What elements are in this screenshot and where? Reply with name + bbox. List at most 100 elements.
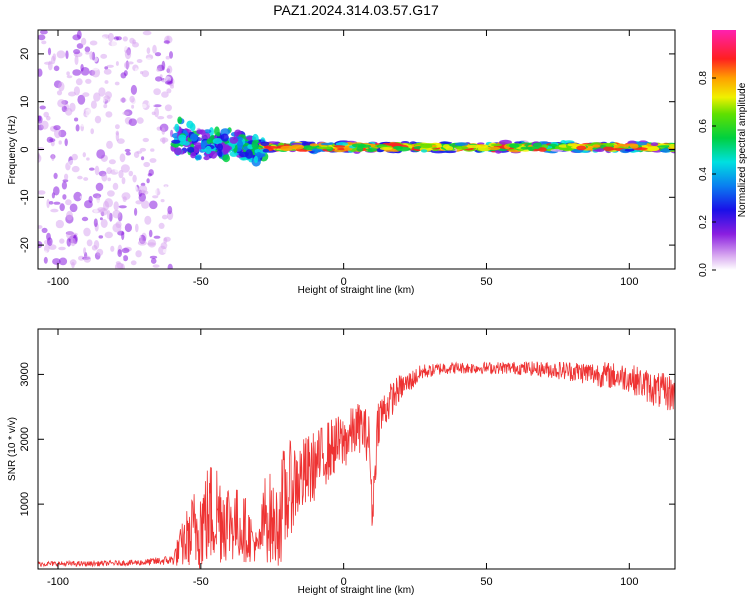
spectrogram-cell xyxy=(80,64,84,72)
spectrogram-cell xyxy=(161,60,166,71)
spectrogram-cell xyxy=(66,71,70,76)
spectrogram-cell xyxy=(212,138,223,145)
snr-series-line xyxy=(38,360,675,569)
spectrogram-cell xyxy=(98,235,104,239)
spectrogram-cell xyxy=(203,155,210,161)
spectrogram-cell xyxy=(143,161,151,168)
spectrogram-cell xyxy=(335,142,349,146)
spectrogram-cell xyxy=(229,136,239,144)
spectrogram-cell xyxy=(38,154,42,163)
spectrogram-cell xyxy=(96,248,104,256)
spectrogram-cell xyxy=(93,92,101,102)
spectrogram-cell xyxy=(94,115,102,124)
spectrogram-cell xyxy=(164,80,173,85)
y-tick-label: 1000 xyxy=(19,492,31,516)
spectrogram-cell xyxy=(624,148,635,152)
spectrogram-cell xyxy=(38,190,46,195)
spectrogram-cell xyxy=(55,219,64,229)
spectrogram-cell xyxy=(161,91,169,98)
spectrogram-cell xyxy=(165,55,170,60)
spectrogram-cell xyxy=(53,172,58,179)
x-tick-label: -50 xyxy=(193,576,209,588)
spectrogram-cell xyxy=(129,95,135,103)
spectrogram-cell xyxy=(290,144,305,150)
spectrogram-cell xyxy=(59,203,65,212)
spectrogram-cell xyxy=(150,148,155,152)
spectrogram-cell xyxy=(488,146,501,151)
colorbar-tick-label: 0.4 xyxy=(698,167,709,181)
spectrogram-cell xyxy=(141,103,147,109)
spectrogram-cell xyxy=(223,144,231,154)
spectrogram-cell xyxy=(455,146,469,150)
spectrogram-cell xyxy=(122,196,127,203)
spectrogram-cell xyxy=(58,140,62,145)
spectrogram-cell xyxy=(388,142,402,147)
spectrogram-cell xyxy=(121,42,129,51)
spectrogram-cell xyxy=(145,247,155,252)
spectrogram-cell xyxy=(149,200,158,210)
spectrogram-cell xyxy=(167,205,173,215)
spectrogram-cell xyxy=(90,65,100,71)
spectrogram-cell xyxy=(125,151,131,156)
spectrogram-cell xyxy=(164,104,172,112)
spectrogram-cell xyxy=(559,147,575,151)
spectrogram-cell xyxy=(50,208,59,213)
spectrogram-cell xyxy=(48,201,54,205)
spectrogram-cell xyxy=(69,102,76,112)
spectrogram-cell xyxy=(121,177,126,185)
spectrogram-cell xyxy=(316,146,333,150)
spectrogram-cell xyxy=(280,145,294,151)
spectrogram-cell xyxy=(420,143,433,149)
spectrogram-cell xyxy=(477,146,491,152)
spectrogram-cell xyxy=(65,50,69,59)
spectrogram-cell xyxy=(147,173,152,177)
spectrogram-cell xyxy=(145,57,152,65)
x-tick-label: 100 xyxy=(620,276,638,288)
spectrogram-cell xyxy=(79,119,86,127)
spectrogram-cell xyxy=(245,149,253,159)
spectrogram-cell xyxy=(254,155,258,164)
spectrogram-cell xyxy=(112,182,119,190)
spectrogram-cell xyxy=(186,146,195,153)
spectrogram-cell xyxy=(73,49,81,55)
spectrogram-marks xyxy=(38,30,675,269)
spectrogram-cell xyxy=(669,143,675,149)
colorbar-gradient xyxy=(712,30,736,270)
spectrogram-cell xyxy=(120,255,124,262)
spectrogram-cell xyxy=(40,30,48,35)
colorbar-ticks: 0.0 0.2 0.4 0.6 0.8 xyxy=(698,71,716,277)
spectrogram-cell xyxy=(173,147,183,156)
spectrogram-cell xyxy=(134,207,138,216)
spectrogram-cell xyxy=(660,148,671,153)
spectrogram-cell xyxy=(93,208,99,213)
spectrogram-cell xyxy=(38,142,41,147)
spectrogram-cell xyxy=(141,200,150,209)
spectrogram-cell xyxy=(120,50,124,55)
spectrogram-cell xyxy=(100,53,108,59)
y-tick-label: -20 xyxy=(19,237,31,253)
spectrogram-cell xyxy=(79,195,86,200)
spectrogram-cell xyxy=(166,88,172,94)
x-tick-label: 100 xyxy=(620,576,638,588)
spectrogram-cell xyxy=(222,154,230,163)
spectrogram-cell xyxy=(65,199,72,206)
spectrogram-cell xyxy=(159,201,163,207)
spectrogram-cell xyxy=(108,159,116,165)
spectrogram-cell xyxy=(148,229,153,238)
spectrogram-cell xyxy=(105,111,113,118)
spectrogram-cell xyxy=(85,78,92,84)
spectrogram-cell xyxy=(152,264,160,268)
spectrogram-cell xyxy=(59,238,65,244)
colorbar-tick-label: 0.0 xyxy=(698,263,709,277)
spectrogram-cell xyxy=(146,47,151,54)
spectrogram-cell xyxy=(53,125,61,131)
spectrogram-cell xyxy=(576,145,587,151)
spectrogram-cell xyxy=(104,231,114,239)
spectrogram-cell xyxy=(71,165,80,173)
spectrogram-cell xyxy=(567,143,581,147)
spectrogram-cell xyxy=(81,216,89,222)
spectrogram-cell xyxy=(320,142,334,146)
spectrogram-cell xyxy=(122,36,128,42)
spectrogram-cell xyxy=(47,47,52,56)
spectrogram-cell xyxy=(356,146,364,152)
